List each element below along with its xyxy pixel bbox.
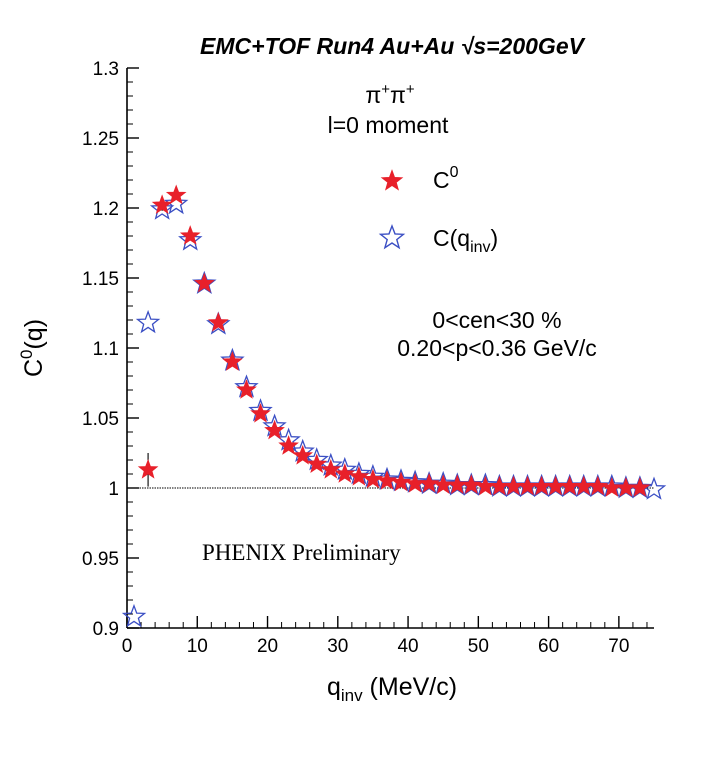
data-point-c0 (601, 477, 623, 497)
annotation-preliminary: PHENIX Preliminary (202, 540, 401, 565)
data-point-c0 (165, 184, 187, 205)
legend-star-open (378, 224, 406, 250)
data-point-c0 (236, 379, 257, 399)
data-point-c0 (292, 444, 314, 465)
data-point-c0 (179, 225, 201, 245)
y-tick-label: 1.3 (93, 59, 119, 80)
data-point-c0 (390, 471, 412, 492)
data-point-c0 (517, 475, 538, 496)
x-tick-label: 20 (257, 636, 278, 657)
x-tick-label: 60 (538, 636, 559, 657)
legend-label-cqinv-tail: ) (491, 225, 499, 251)
data-point-c0 (137, 458, 159, 479)
legend-marker-filled-star (380, 169, 404, 191)
data-point-c0 (615, 477, 637, 497)
annotation-pair-sup1: + (381, 81, 390, 98)
y-tick-label: 0.95 (82, 549, 119, 570)
y-tick-label: 0.9 (93, 619, 119, 640)
x-tick-label: 30 (327, 636, 348, 657)
legend-star-filled (380, 169, 404, 191)
y-tick-label: 1.2 (93, 199, 119, 220)
legend-label-cqinv-sub: inv (470, 239, 490, 256)
x-tick-label: 70 (608, 636, 629, 657)
annotation-momentum: 0.20<p<0.36 GeV/c (397, 335, 597, 361)
y-tick-label: 1.05 (82, 409, 119, 430)
data-point-c0 (151, 194, 173, 214)
legend-label-c0: C0 (433, 164, 459, 193)
data-point-c0 (474, 475, 496, 496)
legend-marker-open-star (378, 224, 406, 250)
x-axis-label-unit: (MeV/c) (363, 673, 457, 701)
data-point-c0 (306, 453, 328, 473)
data-point-cqinv (135, 309, 161, 334)
data-point-c0 (418, 472, 440, 493)
data-point-c0 (629, 477, 651, 497)
x-tick-label: 50 (468, 636, 489, 657)
data-point-cqinv (178, 227, 203, 251)
data-point-cqinv (149, 196, 175, 220)
annotation-centrality: 0<cen<30 % (432, 307, 561, 333)
y-tick-label: 1.25 (82, 129, 119, 150)
y-axis-label-sup: 0 (17, 350, 36, 359)
annotation-pair-sup2: + (406, 81, 415, 98)
axes: 0.9 0.95 1 1.05 1.1 1.15 1.2 1.25 1.3 0 10 20 30 40 50… (82, 59, 654, 657)
data-point-c0 (222, 351, 243, 371)
data-point-cqinv (192, 270, 217, 295)
annotation-pair-base2: π (390, 82, 406, 108)
y-axis-label: C0(q) (17, 319, 48, 377)
data-point-c0 (531, 475, 552, 496)
data-point-c0 (573, 475, 595, 496)
legend-label-c0-sup: 0 (450, 164, 459, 181)
data-point-c0 (503, 475, 524, 496)
data-point-c0 (193, 272, 215, 293)
data-point-c0 (250, 402, 271, 423)
data-point-cqinv (163, 190, 189, 215)
data-point-c0 (559, 475, 581, 496)
legend: C0 C(qinv) (378, 164, 498, 256)
data-point-c0 (362, 468, 384, 489)
x-tick-label: 0 (122, 636, 133, 657)
data-point-c0 (432, 474, 454, 494)
data-point-c0 (278, 435, 299, 455)
data-point-c0 (348, 465, 370, 486)
data-point-c0 (404, 472, 426, 493)
data-point-c0 (320, 458, 342, 479)
data-point-c0 (489, 475, 510, 496)
data-point-c0 (587, 475, 609, 496)
chart-title: EMC+TOF Run4 Au+Au √s=200GeV (200, 33, 586, 59)
y-tick-label: 1.1 (93, 339, 119, 360)
data-point-c0 (376, 470, 398, 490)
legend-label-cqinv: C(qinv) (433, 225, 498, 256)
annotation-moment: l=0 moment (328, 112, 449, 138)
data-point-c0 (264, 419, 285, 440)
data-point-cqinv (121, 603, 147, 628)
y-tick-label: 1.15 (82, 269, 119, 290)
data-point-c0 (545, 475, 566, 496)
annotation-pair: π+π+ (365, 81, 415, 108)
x-tick-label: 10 (187, 636, 208, 657)
y-tick-label: 1 (108, 479, 119, 500)
y-axis-label-tail: (q) (20, 319, 48, 350)
x-axis-label: qinv (MeV/c) (327, 673, 457, 705)
series-layer (121, 184, 667, 628)
data-point-c0 (207, 311, 229, 332)
data-point-cqinv (641, 476, 667, 500)
x-axis-label-sub: inv (341, 686, 363, 705)
data-point-c0 (460, 474, 482, 494)
x-tick-label: 40 (397, 636, 418, 657)
data-point-c0 (334, 463, 356, 483)
